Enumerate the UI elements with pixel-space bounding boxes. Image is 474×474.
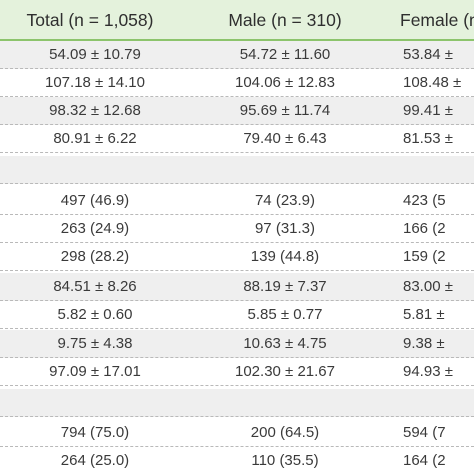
cell-male: 139 (44.8) [250,248,320,265]
cell-male: 95.69 ± 11.74 [239,102,331,119]
table-row: 84.51 ± 8.26 88.19 ± 7.37 83.00 ± [0,273,474,301]
cell-total: 84.51 ± 8.26 [53,278,137,295]
table-row: 497 (46.9) 74 (23.9) 423 (5 [0,187,474,215]
cell-male: 79.40 ± 6.43 [243,130,327,147]
cell-female: 9.38 ± [403,335,445,352]
table-row: 97.09 ± 17.01 102.30 ± 21.67 94.93 ± [0,358,474,386]
cell-total: 264 (25.0) [60,452,130,469]
table-row: 5.82 ± 0.60 5.85 ± 0.77 5.81 ± [0,301,474,329]
cell-total: 9.75 ± 4.38 [57,335,133,352]
cell-total [0,156,190,183]
header-female: Female (n [400,10,474,30]
cell-male: 102.30 ± 21.67 [235,363,335,380]
table-header-row: Total (n = 1,058) Male (n = 310) Female … [0,0,474,41]
table-row: 107.18 ± 14.10 104.06 ± 12.83 108.48 ± [0,69,474,97]
cell-male: 5.85 ± 0.77 [247,306,323,323]
cell-total: 107.18 ± 14.10 [45,74,145,91]
cell-total: 497 (46.9) [60,192,130,209]
cell-female: 159 (2 [403,248,446,265]
table-section-row [0,389,474,417]
cell-female: 53.84 ± [403,46,453,63]
cell-total: 794 (75.0) [60,424,130,441]
table-row: 98.32 ± 12.68 95.69 ± 11.74 99.41 ± [0,97,474,125]
cell-female: 81.53 ± [403,130,453,147]
cell-male [190,156,380,183]
cell-male: 200 (64.5) [250,424,320,441]
table-section-row [0,156,474,184]
table-row: 80.91 ± 6.22 79.40 ± 6.43 81.53 ± [0,125,474,153]
cell-male: 97 (31.3) [254,220,316,237]
cell-total: 5.82 ± 0.60 [57,306,133,323]
cell-female: 94.93 ± [403,363,453,380]
table-row: 298 (28.2) 139 (44.8) 159 (2 [0,243,474,271]
cell-total: 263 (24.9) [60,220,130,237]
table-row: 263 (24.9) 97 (31.3) 166 (2 [0,215,474,243]
cell-male: 110 (35.5) [251,452,319,469]
cell-female [403,156,474,183]
cell-female: 164 (2 [403,452,446,469]
cell-total: 80.91 ± 6.22 [53,130,137,147]
header-male: Male (n = 310) [228,10,342,30]
cell-female: 594 (7 [403,424,446,441]
cell-total [0,389,190,416]
cell-total: 98.32 ± 12.68 [49,102,141,119]
table-row: 54.09 ± 10.79 54.72 ± 11.60 53.84 ± [0,41,474,69]
cell-female [403,389,474,416]
cell-female: 108.48 ± [403,74,462,91]
cell-total: 97.09 ± 17.01 [49,363,141,380]
cell-female: 423 (5 [403,192,446,209]
cell-female: 99.41 ± [403,102,453,119]
cell-male: 88.19 ± 7.37 [243,278,327,295]
cell-female: 5.81 ± [403,306,445,323]
cell-total: 298 (28.2) [60,248,130,265]
cell-total: 54.09 ± 10.79 [49,46,141,63]
cell-male: 54.72 ± 11.60 [239,46,331,63]
cell-male [190,389,380,416]
header-total: Total (n = 1,058) [26,10,154,30]
cell-female: 83.00 ± [403,278,453,295]
table-row: 794 (75.0) 200 (64.5) 594 (7 [0,419,474,447]
cell-male: 10.63 ± 4.75 [243,335,327,352]
cell-male: 74 (23.9) [254,192,316,209]
table-row: 9.75 ± 4.38 10.63 ± 4.75 9.38 ± [0,330,474,358]
cell-male: 104.06 ± 12.83 [235,74,335,91]
table-row: 264 (25.0) 110 (35.5) 164 (2 [0,447,474,474]
cell-female: 166 (2 [403,220,446,237]
